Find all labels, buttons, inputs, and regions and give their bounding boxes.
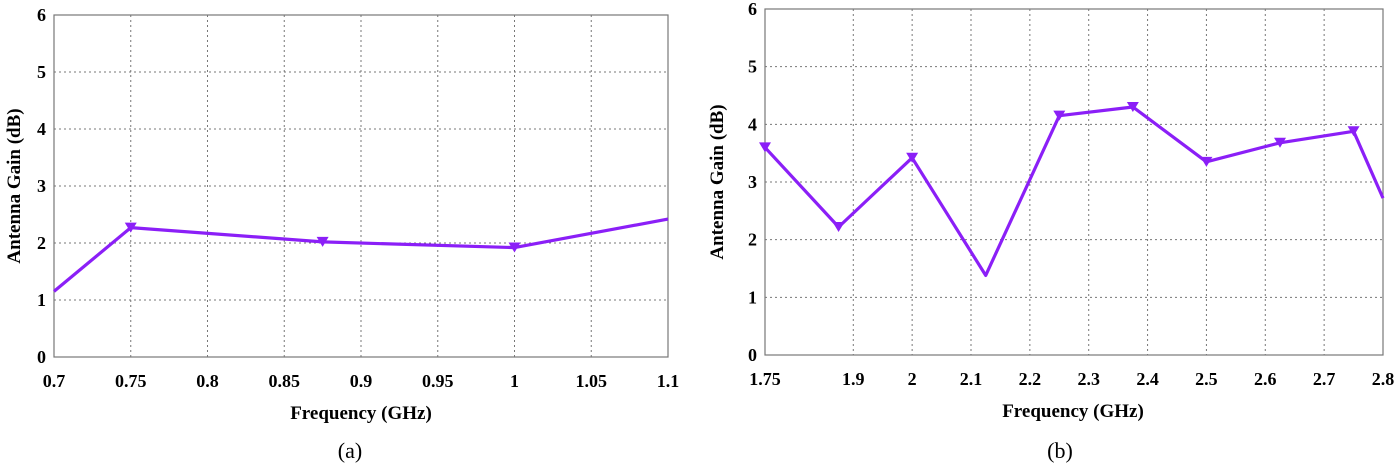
chart-a-y-tick-label: 1 <box>37 290 46 310</box>
chart-b-plot-frame <box>764 8 1384 356</box>
chart-a-y-tick-label: 4 <box>37 119 46 139</box>
chart-b-y-tick-label: 6 <box>748 0 757 19</box>
chart-b-x-tick-label: 1.75 <box>749 369 781 389</box>
chart-a-x-tick-label: 0.95 <box>422 371 454 391</box>
chart-a-y-axis-label: Antenna Gain (dB) <box>4 108 25 263</box>
chart-b-x-tick-label: 2.2 <box>1019 369 1042 389</box>
chart-b-x-tick-label: 2.6 <box>1254 369 1277 389</box>
chart-b-data-point <box>759 142 771 153</box>
chart-b-x-tick-label: 2.7 <box>1313 369 1336 389</box>
chart-b-data-point <box>1200 156 1213 167</box>
chart-b-y-tick-label: 1 <box>748 287 757 307</box>
chart-b-data-point <box>832 221 845 232</box>
chart-b-x-tick-label: 2.1 <box>960 369 983 389</box>
chart-a-data-point <box>124 222 137 233</box>
chart-a-x-tick-label: 0.8 <box>196 371 219 391</box>
chart-a-x-tick-label: 0.9 <box>350 371 373 391</box>
chart-b-y-tick-label: 0 <box>748 345 757 365</box>
chart-a-x-tick-label: 1.05 <box>576 371 608 391</box>
chart-a-y-tick-label: 6 <box>37 5 46 25</box>
chart-a-caption: (a) <box>338 438 362 463</box>
chart-b-series-line <box>763 105 1385 277</box>
chart-a-x-tick-label: 1 <box>510 371 519 391</box>
chart-b-y-axis-label: Antenna Gain (dB) <box>707 104 728 259</box>
chart-b-caption: (b) <box>1047 438 1073 463</box>
chart-b-x-axis-label: Frequency (GHz) <box>1002 401 1144 422</box>
chart-b-x-tick-label: 2.4 <box>1136 369 1159 389</box>
chart-b-x-tick-label: 2.3 <box>1077 369 1100 389</box>
chart-a-x-axis-label: Frequency (GHz) <box>290 403 432 424</box>
chart-a-y-tick-label: 5 <box>37 62 46 82</box>
chart-b-y-tick-label: 3 <box>748 172 757 192</box>
chart-a-data-point <box>316 236 329 247</box>
chart-b-y-tick-label: 2 <box>748 230 757 250</box>
chart-a-plot-frame <box>53 14 669 358</box>
chart-b-data-point <box>1126 102 1139 113</box>
chart-b-x-tick-label: 2 <box>908 369 917 389</box>
chart-a-y-tick-label: 0 <box>37 347 46 367</box>
chart-b-data-point <box>1053 110 1066 121</box>
chart-b-data-point <box>1347 126 1360 137</box>
chart-a-x-tick-label: 0.75 <box>115 371 147 391</box>
chart-b-y-tick-label: 5 <box>748 57 757 77</box>
chart-a-x-tick-label: 0.7 <box>43 371 66 391</box>
chart-b: 1.75 1.9 2 2.1 2.2 2.3 2.4 2.5 2.6 2.7 2.8 0 1 2 3 4 5 6 F… <box>707 0 1394 463</box>
chart-a-x-tick-label: 0.85 <box>269 371 301 391</box>
chart-b-x-tick-label: 2.5 <box>1195 369 1218 389</box>
chart-b-x-tick-label: 1.9 <box>842 369 865 389</box>
chart-b-data-point <box>1274 137 1286 148</box>
chart-a-data-point <box>508 242 521 253</box>
chart-b-y-tick-label: 4 <box>748 114 757 134</box>
chart-b-x-tick-label: 2.8 <box>1372 369 1395 389</box>
chart-a-x-tick-label: 1.1 <box>657 371 680 391</box>
chart-a-y-tick-label: 2 <box>37 233 46 253</box>
chart-b-data-point <box>906 152 919 163</box>
chart-a-y-tick-label: 3 <box>37 176 46 196</box>
chart-a: 0.7 0.75 0.8 0.85 0.9 0.95 1 1.05 1.1 0 1 2 3 4 5 6 Freq… <box>4 5 679 463</box>
